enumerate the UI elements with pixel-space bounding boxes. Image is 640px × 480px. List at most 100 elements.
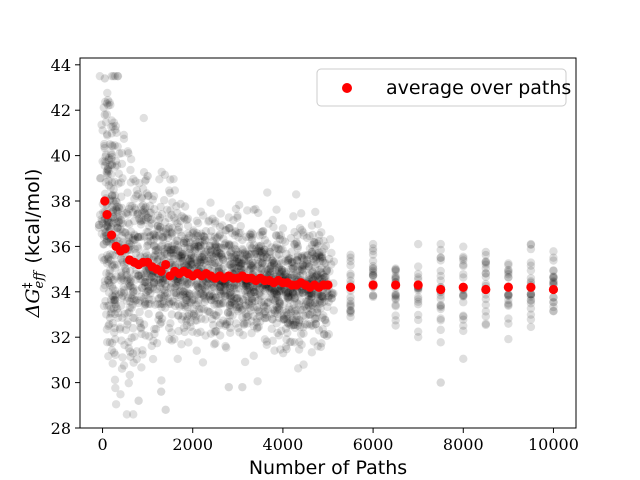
path-point	[311, 319, 321, 329]
path-point	[481, 269, 491, 278]
path-point	[262, 265, 271, 274]
path-point	[317, 298, 327, 307]
path-point	[147, 219, 156, 228]
path-point	[217, 250, 226, 259]
path-point	[111, 196, 120, 205]
path-point	[137, 192, 147, 202]
path-point	[317, 228, 326, 237]
path-point	[240, 255, 249, 264]
path-point	[297, 264, 307, 274]
path-point	[212, 299, 221, 309]
path-point	[292, 298, 302, 308]
path-point	[309, 237, 319, 247]
path-point	[295, 262, 305, 271]
path-point	[238, 313, 247, 322]
path-point	[459, 326, 468, 336]
path-point	[215, 282, 224, 292]
path-point	[326, 235, 335, 244]
path-point	[164, 323, 174, 333]
path-point	[224, 241, 233, 250]
path-point	[244, 298, 254, 307]
path-point	[112, 260, 122, 269]
path-point	[100, 276, 110, 286]
path-point	[254, 260, 263, 269]
path-point	[244, 252, 253, 262]
path-point	[304, 310, 313, 319]
path-point	[481, 257, 491, 266]
path-point	[165, 188, 175, 198]
path-point	[219, 298, 228, 307]
path-point	[107, 191, 117, 201]
path-point	[391, 273, 400, 283]
path-point	[141, 290, 151, 300]
path-point	[283, 293, 293, 302]
path-point	[109, 295, 118, 305]
path-point	[285, 295, 294, 304]
path-point	[110, 71, 120, 81]
path-point	[125, 303, 135, 312]
path-point	[232, 294, 242, 303]
path-point	[111, 350, 120, 360]
path-point	[166, 246, 175, 255]
path-point	[127, 303, 136, 312]
path-point	[288, 287, 298, 297]
path-point	[199, 232, 209, 241]
path-point	[220, 283, 229, 292]
path-point	[102, 310, 111, 319]
path-point	[305, 310, 315, 320]
path-point	[119, 288, 129, 298]
path-point	[166, 228, 175, 237]
path-point	[176, 251, 186, 261]
path-point	[278, 245, 287, 254]
path-point	[504, 290, 513, 299]
individual-path-points	[94, 71, 558, 419]
path-point	[163, 294, 173, 303]
path-point	[154, 216, 163, 225]
path-point	[220, 289, 229, 298]
path-point	[208, 237, 218, 246]
path-point	[207, 283, 217, 293]
path-point	[109, 118, 119, 127]
path-point	[267, 261, 276, 271]
path-point	[249, 288, 259, 297]
path-point	[122, 237, 132, 246]
path-point	[269, 258, 278, 267]
path-point	[139, 320, 149, 329]
path-point	[155, 311, 164, 320]
path-point	[191, 244, 200, 254]
path-point	[183, 315, 192, 324]
path-point	[115, 323, 125, 332]
path-point	[368, 239, 378, 249]
average-point	[368, 280, 378, 290]
path-point	[314, 236, 324, 246]
path-point	[223, 308, 233, 317]
path-point	[459, 252, 468, 261]
path-point	[107, 178, 117, 187]
path-point	[243, 285, 252, 295]
path-point	[317, 254, 327, 263]
path-point	[226, 241, 235, 250]
path-point	[116, 272, 126, 282]
path-point	[316, 297, 325, 306]
path-point	[413, 269, 423, 279]
path-point	[251, 247, 260, 257]
path-point	[226, 284, 235, 293]
path-point	[142, 287, 151, 297]
path-point	[316, 342, 326, 352]
path-point	[267, 258, 277, 268]
path-point	[104, 176, 113, 185]
path-point	[346, 276, 355, 285]
path-point	[263, 266, 273, 275]
path-point	[108, 122, 118, 131]
average-point	[503, 282, 513, 292]
path-point	[105, 338, 115, 347]
path-point	[107, 152, 117, 162]
path-point	[170, 301, 180, 311]
path-point	[526, 310, 536, 319]
path-point	[204, 278, 214, 287]
path-point	[240, 262, 249, 271]
path-point	[300, 261, 309, 271]
path-point	[221, 281, 230, 290]
path-point	[267, 289, 277, 298]
path-point	[304, 261, 313, 271]
